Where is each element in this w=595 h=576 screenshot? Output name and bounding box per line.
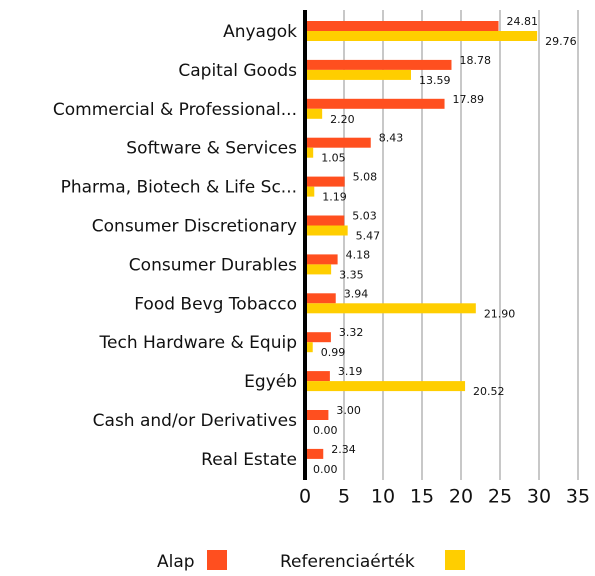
x-tick-label: 5 <box>338 486 350 508</box>
value-label: 5.03 <box>352 210 377 223</box>
bar <box>305 215 345 226</box>
bar <box>305 342 313 353</box>
category-label: Software & Services <box>126 139 297 159</box>
bar <box>305 176 345 187</box>
value-label: 20.52 <box>473 385 505 398</box>
category-label: Anyagok <box>223 22 297 42</box>
category-label: Egyéb <box>244 372 297 392</box>
legend-label: Alap <box>157 552 195 572</box>
category-label: Pharma, Biotech & Life Sc... <box>61 178 297 198</box>
category-label: Real Estate <box>201 450 297 470</box>
bar <box>305 293 336 304</box>
x-tick-label: 15 <box>410 486 434 508</box>
category-label: Capital Goods <box>178 61 297 81</box>
legend-swatch <box>207 550 227 570</box>
bar <box>305 186 315 197</box>
value-label: 21.90 <box>484 307 516 320</box>
category-label: Tech Hardware & Equip <box>99 333 297 353</box>
value-label: 0.99 <box>321 346 346 359</box>
value-label: 2.34 <box>331 443 356 456</box>
bar <box>305 371 330 382</box>
value-label: 3.19 <box>338 365 363 378</box>
category-label: Commercial & Professional... <box>53 100 297 120</box>
category-label: Food Bevg Tobacco <box>134 294 297 314</box>
value-label: 0.00 <box>313 424 338 437</box>
value-label: 1.19 <box>322 191 347 204</box>
bar <box>305 69 412 80</box>
x-tick-label: 10 <box>371 486 395 508</box>
value-label: 2.20 <box>330 113 355 126</box>
bar <box>305 98 445 109</box>
bar <box>305 31 538 41</box>
value-label: 0.00 <box>313 463 338 476</box>
value-label: 3.94 <box>344 287 369 300</box>
bar <box>305 303 476 314</box>
bar <box>305 410 329 420</box>
value-label: 3.35 <box>339 268 364 281</box>
value-label: 29.76 <box>545 35 577 48</box>
value-label: 5.47 <box>356 230 381 243</box>
bar <box>305 381 466 392</box>
bar <box>305 59 452 70</box>
value-label: 4.18 <box>346 248 371 261</box>
value-label: 17.89 <box>453 93 485 106</box>
bar <box>305 264 332 275</box>
category-label: Cash and/or Derivatives <box>93 411 297 431</box>
value-label: 13.59 <box>419 74 451 87</box>
legend-label: Referenciaérték <box>280 552 415 572</box>
value-label: 8.43 <box>379 132 404 145</box>
bar <box>305 108 323 119</box>
x-tick-label: 0 <box>299 486 311 508</box>
x-tick-label: 35 <box>566 486 590 508</box>
bar <box>305 254 338 265</box>
value-label: 3.00 <box>336 404 361 417</box>
x-tick-label: 20 <box>449 486 473 508</box>
category-label: Consumer Discretionary <box>92 217 297 237</box>
bar <box>305 21 499 31</box>
value-label: 18.78 <box>459 54 491 67</box>
x-tick-label: 30 <box>527 486 551 508</box>
value-label: 5.08 <box>353 171 378 184</box>
bar <box>305 332 331 343</box>
value-label: 24.81 <box>507 15 539 28</box>
bar <box>305 448 324 459</box>
x-tick-label: 25 <box>488 486 512 508</box>
value-label: 3.32 <box>339 326 364 339</box>
bar <box>305 137 371 148</box>
value-label: 1.05 <box>321 152 346 165</box>
bar <box>305 225 348 236</box>
bar <box>305 147 314 158</box>
legend-swatch <box>445 550 465 570</box>
category-label: Consumer Durables <box>129 255 297 275</box>
